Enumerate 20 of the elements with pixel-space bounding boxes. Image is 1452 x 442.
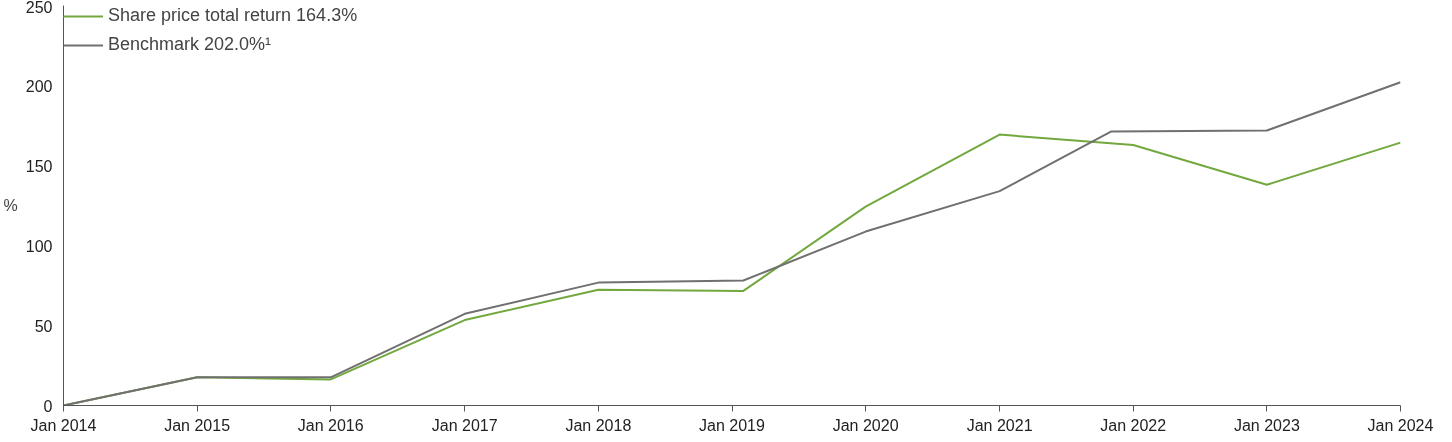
x-tick-label: Jan 2020 bbox=[832, 416, 899, 434]
y-tick-label: 50 bbox=[34, 317, 53, 335]
x-tick-label: Jan 2021 bbox=[966, 416, 1033, 434]
y-tick-label: 150 bbox=[25, 157, 53, 175]
x-tick-label: Jan 2022 bbox=[1100, 416, 1167, 434]
y-tick-label: 0 bbox=[43, 397, 53, 415]
x-tick-label: Jan 2024 bbox=[1367, 416, 1434, 434]
y-axis-title: % bbox=[3, 197, 18, 214]
x-tick-label: Jan 2017 bbox=[431, 416, 498, 434]
y-tick-label: 200 bbox=[25, 77, 53, 95]
x-tick-label: Jan 2015 bbox=[164, 416, 231, 434]
x-tick-label: Jan 2019 bbox=[699, 416, 766, 434]
y-tick-label: 250 bbox=[25, 0, 53, 16]
x-tick-label: Jan 2014 bbox=[30, 416, 97, 434]
x-tick-label: Jan 2023 bbox=[1233, 416, 1300, 434]
x-tick-label: Jan 2018 bbox=[565, 416, 632, 434]
legend-label: Share price total return 164.3% bbox=[108, 5, 358, 26]
legend-label: Benchmark 202.0%¹ bbox=[108, 34, 272, 55]
y-tick-label: 100 bbox=[25, 237, 53, 255]
x-tick-label: Jan 2016 bbox=[297, 416, 364, 434]
